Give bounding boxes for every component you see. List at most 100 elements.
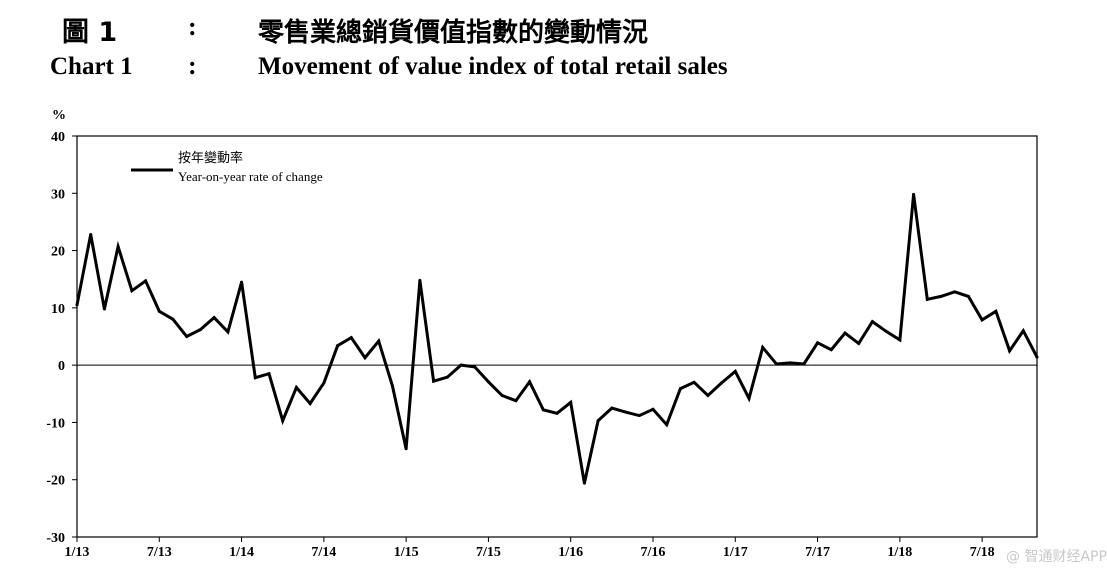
data-point [610,406,614,410]
data-point [528,380,532,384]
x-tick-label: 1/13 [65,545,90,560]
colon-zh: : [188,12,197,41]
chart-header: 圖 1 : 零售業總銷貨價值指數的變動情況 Chart 1 : Movement… [0,0,1107,90]
data-point [418,278,422,282]
data-point [555,411,559,415]
y-tick-label: -20 [46,474,65,489]
x-tick-label: 1/14 [229,545,254,560]
series-line-yoy [75,194,1039,484]
data-point [994,309,998,313]
x-tick-label: 7/18 [970,545,995,560]
y-tick-label: 10 [51,302,65,317]
data-point [1021,329,1025,333]
data-point [473,365,477,369]
data-point [747,396,751,400]
x-tick-label: 7/15 [476,545,501,560]
data-point [116,245,120,249]
x-tick-label: 7/17 [805,545,830,560]
data-point [1008,349,1012,353]
legend: 按年變動率 Year-on-year rate of change [131,150,323,184]
x-tick-label: 7/13 [147,545,172,560]
data-point [459,363,463,367]
data-point [816,341,820,345]
data-point [404,447,408,451]
data-point [102,307,106,311]
data-point [171,317,175,321]
data-point [486,380,490,384]
data-point [198,328,202,332]
data-point [1035,355,1039,359]
colon-en: : [188,51,197,80]
x-tick-label: 1/15 [394,545,419,560]
data-point [651,407,655,411]
data-point [843,331,847,335]
data-point [582,481,586,485]
data-point [912,192,916,196]
data-point [966,294,970,298]
x-tick-label: 7/16 [641,545,666,560]
data-point [569,400,573,404]
x-axis: 1/13 7/13 1/14 7/14 1/15 7/15 1/16 7/16 1/17 7/17… [65,537,995,560]
data-point [432,379,436,383]
data-point [267,372,271,376]
data-point [857,341,861,345]
data-point [541,408,545,412]
x-tick-label: 7/14 [311,545,336,560]
data-point [774,362,778,366]
data-point [89,233,93,237]
data-point [130,289,134,293]
data-points [75,192,1039,485]
data-point [596,419,600,423]
data-point [733,369,737,373]
data-point [624,410,628,414]
chart-title-zh: 零售業總銷貨價值指數的變動情況 [258,18,649,48]
data-point [761,345,765,349]
data-point [240,280,244,284]
chart-title-en: Movement of value index of total retail … [258,53,728,80]
data-point [75,303,79,307]
legend-label-zh: 按年變動率 [178,150,243,165]
data-point [336,344,340,348]
y-tick-label: -30 [46,531,65,546]
watermark: @ 智通财经APP [1006,549,1107,565]
data-point [185,335,189,338]
y-tick-label: 40 [51,130,65,145]
data-point [939,294,943,298]
data-point [980,318,984,322]
y-tick-label: 30 [51,187,65,202]
data-point [678,387,682,391]
y-tick-label: 20 [51,245,65,260]
data-point [870,320,874,324]
data-point [322,381,326,385]
data-point [829,348,833,352]
data-point [377,339,381,343]
data-point [802,362,806,366]
data-point [253,376,257,380]
y-unit-label: % [52,108,66,123]
chart-number-en: Chart 1 [50,53,133,80]
y-tick-label: -10 [46,416,65,431]
data-point [884,329,888,333]
data-point [925,297,929,301]
data-point [898,338,902,342]
data-point [788,361,792,365]
x-tick-label: 1/18 [887,545,912,560]
data-point [953,290,957,294]
data-point [349,336,353,340]
data-point [720,381,724,385]
data-point [445,375,449,379]
data-point [514,399,518,403]
x-tick-label: 1/16 [558,545,583,560]
y-axis: -30 -20 -10 0 10 20 30 40 [46,130,77,546]
data-point [157,309,161,313]
chart-number-zh: 圖 1 [62,17,118,48]
data-point [226,330,230,334]
data-point [390,384,394,388]
plot-frame [76,135,1038,538]
data-point [363,356,367,360]
data-point [144,279,148,283]
data-point [692,380,696,384]
y-tick-label: 0 [58,359,65,374]
legend-label-en: Year-on-year rate of change [178,169,323,184]
